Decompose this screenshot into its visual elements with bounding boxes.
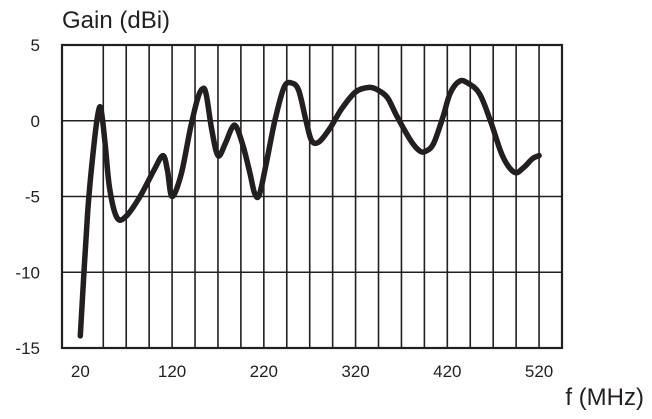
y-axis-title: Gain (dBi): [62, 7, 170, 34]
y-tick-label: 0: [31, 112, 40, 131]
y-tick-label: -10: [15, 263, 40, 282]
x-axis-title: f (MHz): [565, 384, 644, 411]
x-tick-label: 220: [250, 362, 278, 381]
x-tick-label: 120: [158, 362, 186, 381]
plot-frame: [60, 43, 564, 350]
x-tick-label: 420: [433, 362, 461, 381]
y-tick-label: 5: [31, 36, 40, 55]
gain-series-line: [77, 77, 542, 339]
y-tick-label: -5: [25, 188, 40, 207]
x-tick-label: 20: [71, 362, 90, 381]
y-tick-labels: 5 0 -5 -10 -15: [15, 36, 40, 358]
x-tick-label: 520: [525, 362, 553, 381]
y-tick-label: -15: [15, 339, 40, 358]
x-tick-labels: 20 120 220 320 420 520: [71, 362, 553, 381]
x-tick-label: 320: [341, 362, 369, 381]
